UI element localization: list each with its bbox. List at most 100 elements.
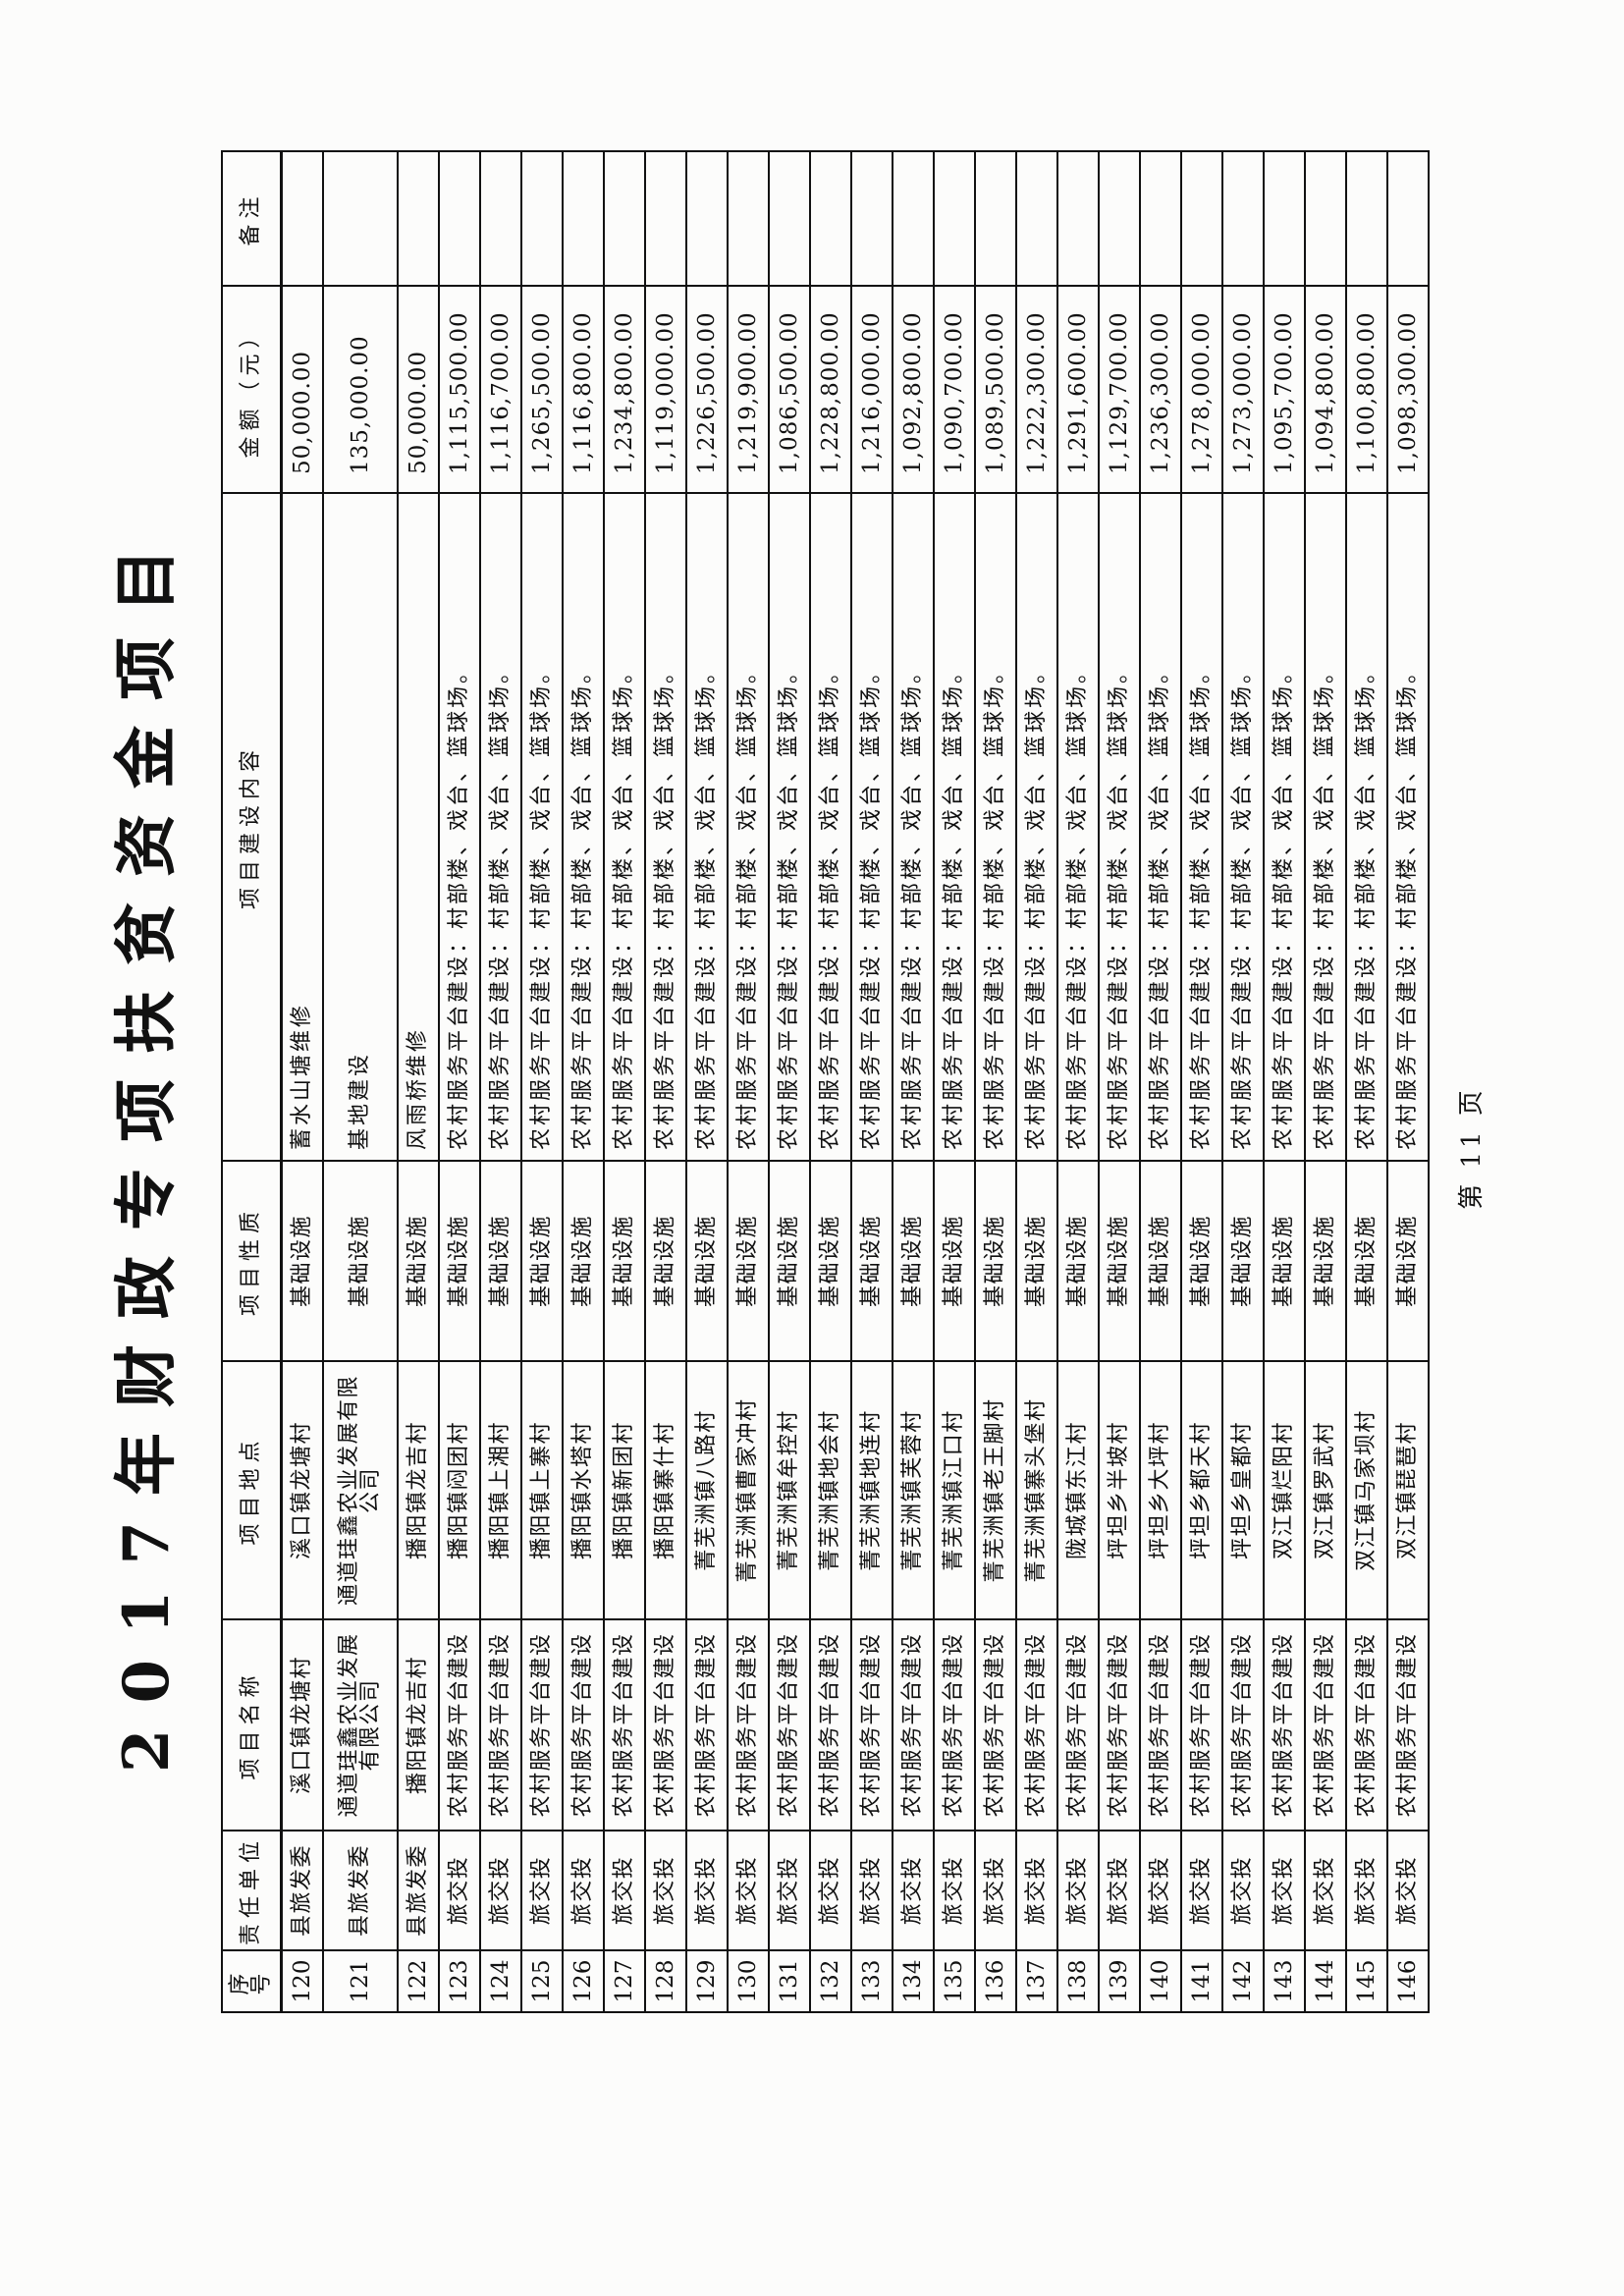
cell-content: 农村服务平台建设：村部楼、戏台、篮球场。 [975,493,1016,1161]
cell-place: 坪坦乡都天村 [1181,1361,1222,1619]
cell-content: 风雨桥维修 [398,493,439,1161]
cell-content: 农村服务平台建设：村部楼、戏台、篮球场。 [1099,493,1140,1161]
cell-unit: 旅交投 [604,1831,645,1950]
table-row: 123 旅交投 农村服务平台建设 播阳镇闷团村 基础设施 农村服务平台建设：村部楼、戏台、… [439,151,480,2012]
cell-type: 基础设施 [521,1161,563,1361]
cell-unit: 旅交投 [851,1831,893,1950]
cell-type: 基础设施 [1057,1161,1099,1361]
cell-amount: 1,094,800.00 [1305,286,1346,493]
cell-type: 基础设施 [1305,1161,1346,1361]
cell-no: 142 [1222,1950,1264,2012]
cell-type: 基础设施 [851,1161,893,1361]
cell-note [398,151,439,286]
cell-unit: 县旅发委 [398,1831,439,1950]
cell-place: 通道珪鑫农业发展有限公司 [323,1361,398,1619]
table-row: 128 旅交投 农村服务平台建设 播阳镇寨什村 基础设施 农村服务平台建设：村部楼、戏台、… [645,151,686,2012]
cell-note [1016,151,1057,286]
cell-content: 农村服务平台建设：村部楼、戏台、篮球场。 [1264,493,1305,1161]
cell-content: 蓄水山塘维修 [281,493,323,1161]
cell-amount: 1,228,800.00 [810,286,851,493]
cell-name: 溪口镇龙塘村 [281,1619,323,1831]
cell-name: 农村服务平台建设 [1181,1619,1222,1831]
cell-content: 农村服务平台建设：村部楼、戏台、篮球场。 [893,493,934,1161]
cell-note [1264,151,1305,286]
cell-place: 双江镇烂阳村 [1264,1361,1305,1619]
cell-content: 农村服务平台建设：村部楼、戏台、篮球场。 [521,493,563,1161]
cell-unit: 旅交投 [521,1831,563,1950]
cell-unit: 旅交投 [686,1831,728,1950]
table-row: 134 旅交投 农村服务平台建设 菁芜洲镇芙蓉村 基础设施 农村服务平台建设：村部楼、戏台… [893,151,934,2012]
cell-no: 126 [563,1950,604,2012]
cell-amount: 1,089,500.00 [975,286,1016,493]
cell-no: 123 [439,1950,480,2012]
cell-no: 134 [893,1950,934,2012]
cell-place: 菁芜洲镇老王脚村 [975,1361,1016,1619]
cell-place: 坪坦乡半坡村 [1099,1361,1140,1619]
cell-note [1057,151,1099,286]
cell-name: 农村服务平台建设 [1305,1619,1346,1831]
cell-no: 122 [398,1950,439,2012]
cell-content: 农村服务平台建设：村部楼、戏台、篮球场。 [1346,493,1387,1161]
cell-amount: 1,226,500.00 [686,286,728,493]
cell-place: 菁芜洲镇牟控村 [769,1361,810,1619]
cell-place: 菁芜洲镇地会村 [810,1361,851,1619]
cell-unit: 旅交投 [769,1831,810,1950]
cell-name: 农村服务平台建设 [686,1619,728,1831]
cell-unit: 旅交投 [1346,1831,1387,1950]
cell-note [1387,151,1429,286]
cell-content: 农村服务平台建设：村部楼、戏台、篮球场。 [851,493,893,1161]
cell-note [1305,151,1346,286]
cell-name: 农村服务平台建设 [851,1619,893,1831]
cell-no: 120 [281,1950,323,2012]
cell-content: 农村服务平台建设：村部楼、戏台、篮球场。 [604,493,645,1161]
cell-type: 基础设施 [769,1161,810,1361]
cell-note [810,151,851,286]
cell-no: 146 [1387,1950,1429,2012]
cell-name: 农村服务平台建设 [521,1619,563,1831]
cell-type: 基础设施 [1016,1161,1057,1361]
table-row: 125 旅交投 农村服务平台建设 播阳镇上寨村 基础设施 农村服务平台建设：村部楼、戏台、… [521,151,563,2012]
cell-amount: 1,129,700.00 [1099,286,1140,493]
cell-content: 农村服务平台建设：村部楼、戏台、篮球场。 [1387,493,1429,1161]
cell-unit: 旅交投 [645,1831,686,1950]
cell-unit: 旅交投 [563,1831,604,1950]
table-row: 138 旅交投 农村服务平台建设 陇城镇东江村 基础设施 农村服务平台建设：村部楼、戏台、… [1057,151,1099,2012]
cell-amount: 1,095,700.00 [1264,286,1305,493]
cell-no: 138 [1057,1950,1099,2012]
table-row: 120 县旅发委 溪口镇龙塘村 溪口镇龙塘村 基础设施 蓄水山塘维修 50,000.00 [281,151,323,2012]
cell-no: 131 [769,1950,810,2012]
cell-note [521,151,563,286]
cell-no: 132 [810,1950,851,2012]
cell-unit: 旅交投 [810,1831,851,1950]
cell-place: 菁芜洲镇八路村 [686,1361,728,1619]
cell-place: 播阳镇闷团村 [439,1361,480,1619]
table-row: 133 旅交投 农村服务平台建设 菁芜洲镇地连村 基础设施 农村服务平台建设：村部楼、戏台… [851,151,893,2012]
cell-no: 133 [851,1950,893,2012]
cell-amount: 1,098,300.00 [1387,286,1429,493]
cell-note [323,151,398,286]
cell-name: 农村服务平台建设 [893,1619,934,1831]
cell-note [645,151,686,286]
cell-type: 基础设施 [1181,1161,1222,1361]
cell-no: 130 [728,1950,769,2012]
cell-amount: 1,115,500.00 [439,286,480,493]
table-row: 146 旅交投 农村服务平台建设 双江镇琵琶村 基础设施 农村服务平台建设：村部楼、戏台、… [1387,151,1429,2012]
cell-unit: 县旅发委 [281,1831,323,1950]
cell-name: 农村服务平台建设 [1264,1619,1305,1831]
cell-type: 基础设施 [1222,1161,1264,1361]
cell-content: 农村服务平台建设：村部楼、戏台、篮球场。 [645,493,686,1161]
cell-note [439,151,480,286]
cell-unit: 旅交投 [1140,1831,1181,1950]
cell-unit: 旅交投 [1222,1831,1264,1950]
cell-type: 基础设施 [893,1161,934,1361]
cell-unit: 旅交投 [893,1831,934,1950]
table-row: 139 旅交投 农村服务平台建设 坪坦乡半坡村 基础设施 农村服务平台建设：村部楼、戏台、… [1099,151,1140,2012]
cell-place: 双江镇琵琶村 [1387,1361,1429,1619]
document-title: 2017年财政专项扶贫资金项目 [110,522,184,1774]
table-row: 137 旅交投 农村服务平台建设 菁芜洲镇寨头堡村 基础设施 农村服务平台建设：村部楼、戏… [1016,151,1057,2012]
cell-name: 农村服务平台建设 [563,1619,604,1831]
cell-note [1181,151,1222,286]
cell-place: 播阳镇新团村 [604,1361,645,1619]
cell-amount: 1,234,800.00 [604,286,645,493]
